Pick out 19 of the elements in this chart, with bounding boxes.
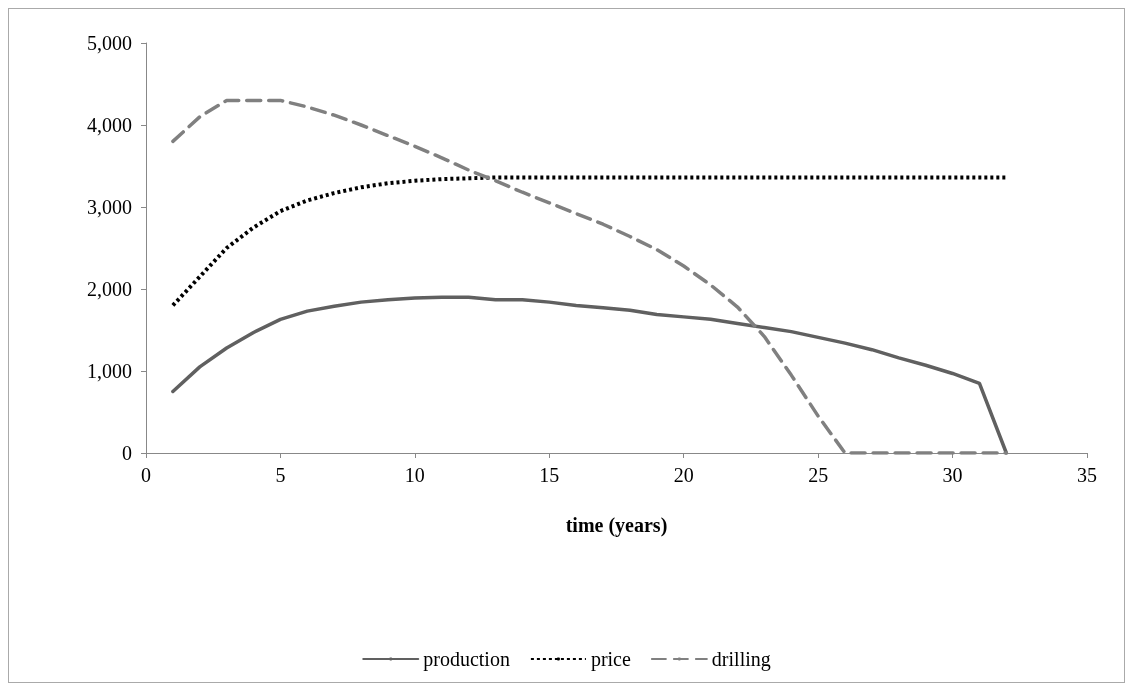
- y-tick-label: 1,000: [87, 360, 132, 382]
- x-tick-label: 5: [275, 464, 286, 486]
- y-tick-label: 4,000: [87, 114, 132, 136]
- legend-label: drilling: [711, 648, 771, 671]
- x-tick-label: 35: [1077, 464, 1097, 486]
- x-tick-label: 25: [808, 464, 829, 486]
- legend-label: production: [423, 648, 510, 671]
- x-tick-label: 0: [141, 464, 151, 486]
- x-tick-label: 20: [673, 464, 694, 486]
- legend-label: price: [590, 648, 631, 671]
- x-axis-title: time (years): [565, 514, 668, 537]
- x-tick-label: 15: [539, 464, 560, 486]
- y-tick-label: 0: [122, 442, 132, 464]
- x-tick-label: 10: [404, 464, 425, 486]
- y-tick-label: 2,000: [87, 278, 132, 300]
- y-tick-label: 5,000: [87, 32, 132, 54]
- x-tick-label: 30: [942, 464, 963, 486]
- line-series: [171, 295, 1009, 455]
- y-tick-label: 3,000: [87, 196, 132, 218]
